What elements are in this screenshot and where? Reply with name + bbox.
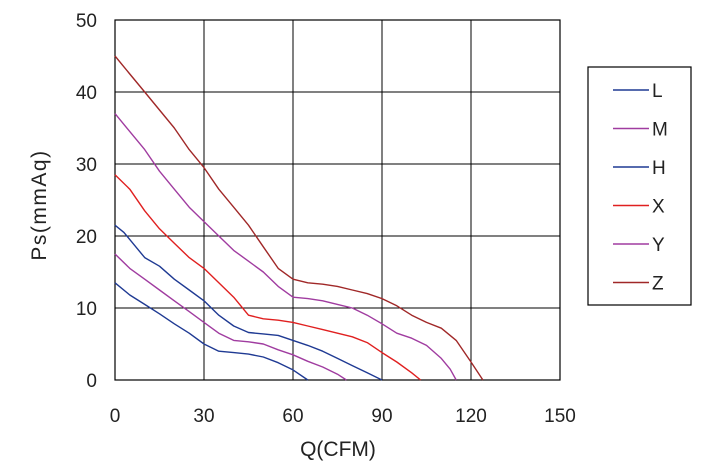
plot-frame <box>114 19 561 381</box>
series-line-z <box>114 55 484 381</box>
y-tick-label: 0 <box>86 371 97 392</box>
x-axis-title: Q(CFM) <box>300 438 376 461</box>
series-line-y <box>114 113 457 381</box>
x-tick-label: 0 <box>110 406 121 427</box>
x-tick-label: 90 <box>371 406 392 427</box>
series-line-l <box>114 282 309 381</box>
legend-label-y: Y <box>652 235 665 256</box>
x-tick-label: 120 <box>455 406 487 427</box>
legend-label-x: X <box>652 197 665 218</box>
x-tick-labels: 0 30 60 90 120 150 <box>110 406 576 427</box>
y-axis-title: Ps(mmAq) <box>28 149 51 260</box>
legend-label-h: H <box>652 158 666 179</box>
y-tick-label: 30 <box>76 155 97 176</box>
legend-label-z: Z <box>652 274 664 295</box>
series-line-m <box>114 253 347 381</box>
series-line-h <box>114 224 383 381</box>
plot-grid <box>114 19 561 381</box>
y-tick-label: 20 <box>76 227 97 248</box>
legend-label-m: M <box>652 120 668 141</box>
series-layer <box>114 55 484 381</box>
y-tick-label: 40 <box>76 83 97 104</box>
x-tick-label: 60 <box>282 406 303 427</box>
series-line-x <box>114 174 422 381</box>
y-tick-label: 50 <box>76 11 97 32</box>
legend-box <box>587 66 692 306</box>
x-tick-label: 150 <box>544 406 576 427</box>
y-tick-labels: 0 10 20 30 40 50 <box>76 11 97 392</box>
x-tick-label: 30 <box>193 406 214 427</box>
legend-label-l: L <box>652 81 663 102</box>
y-tick-label: 10 <box>76 299 97 320</box>
